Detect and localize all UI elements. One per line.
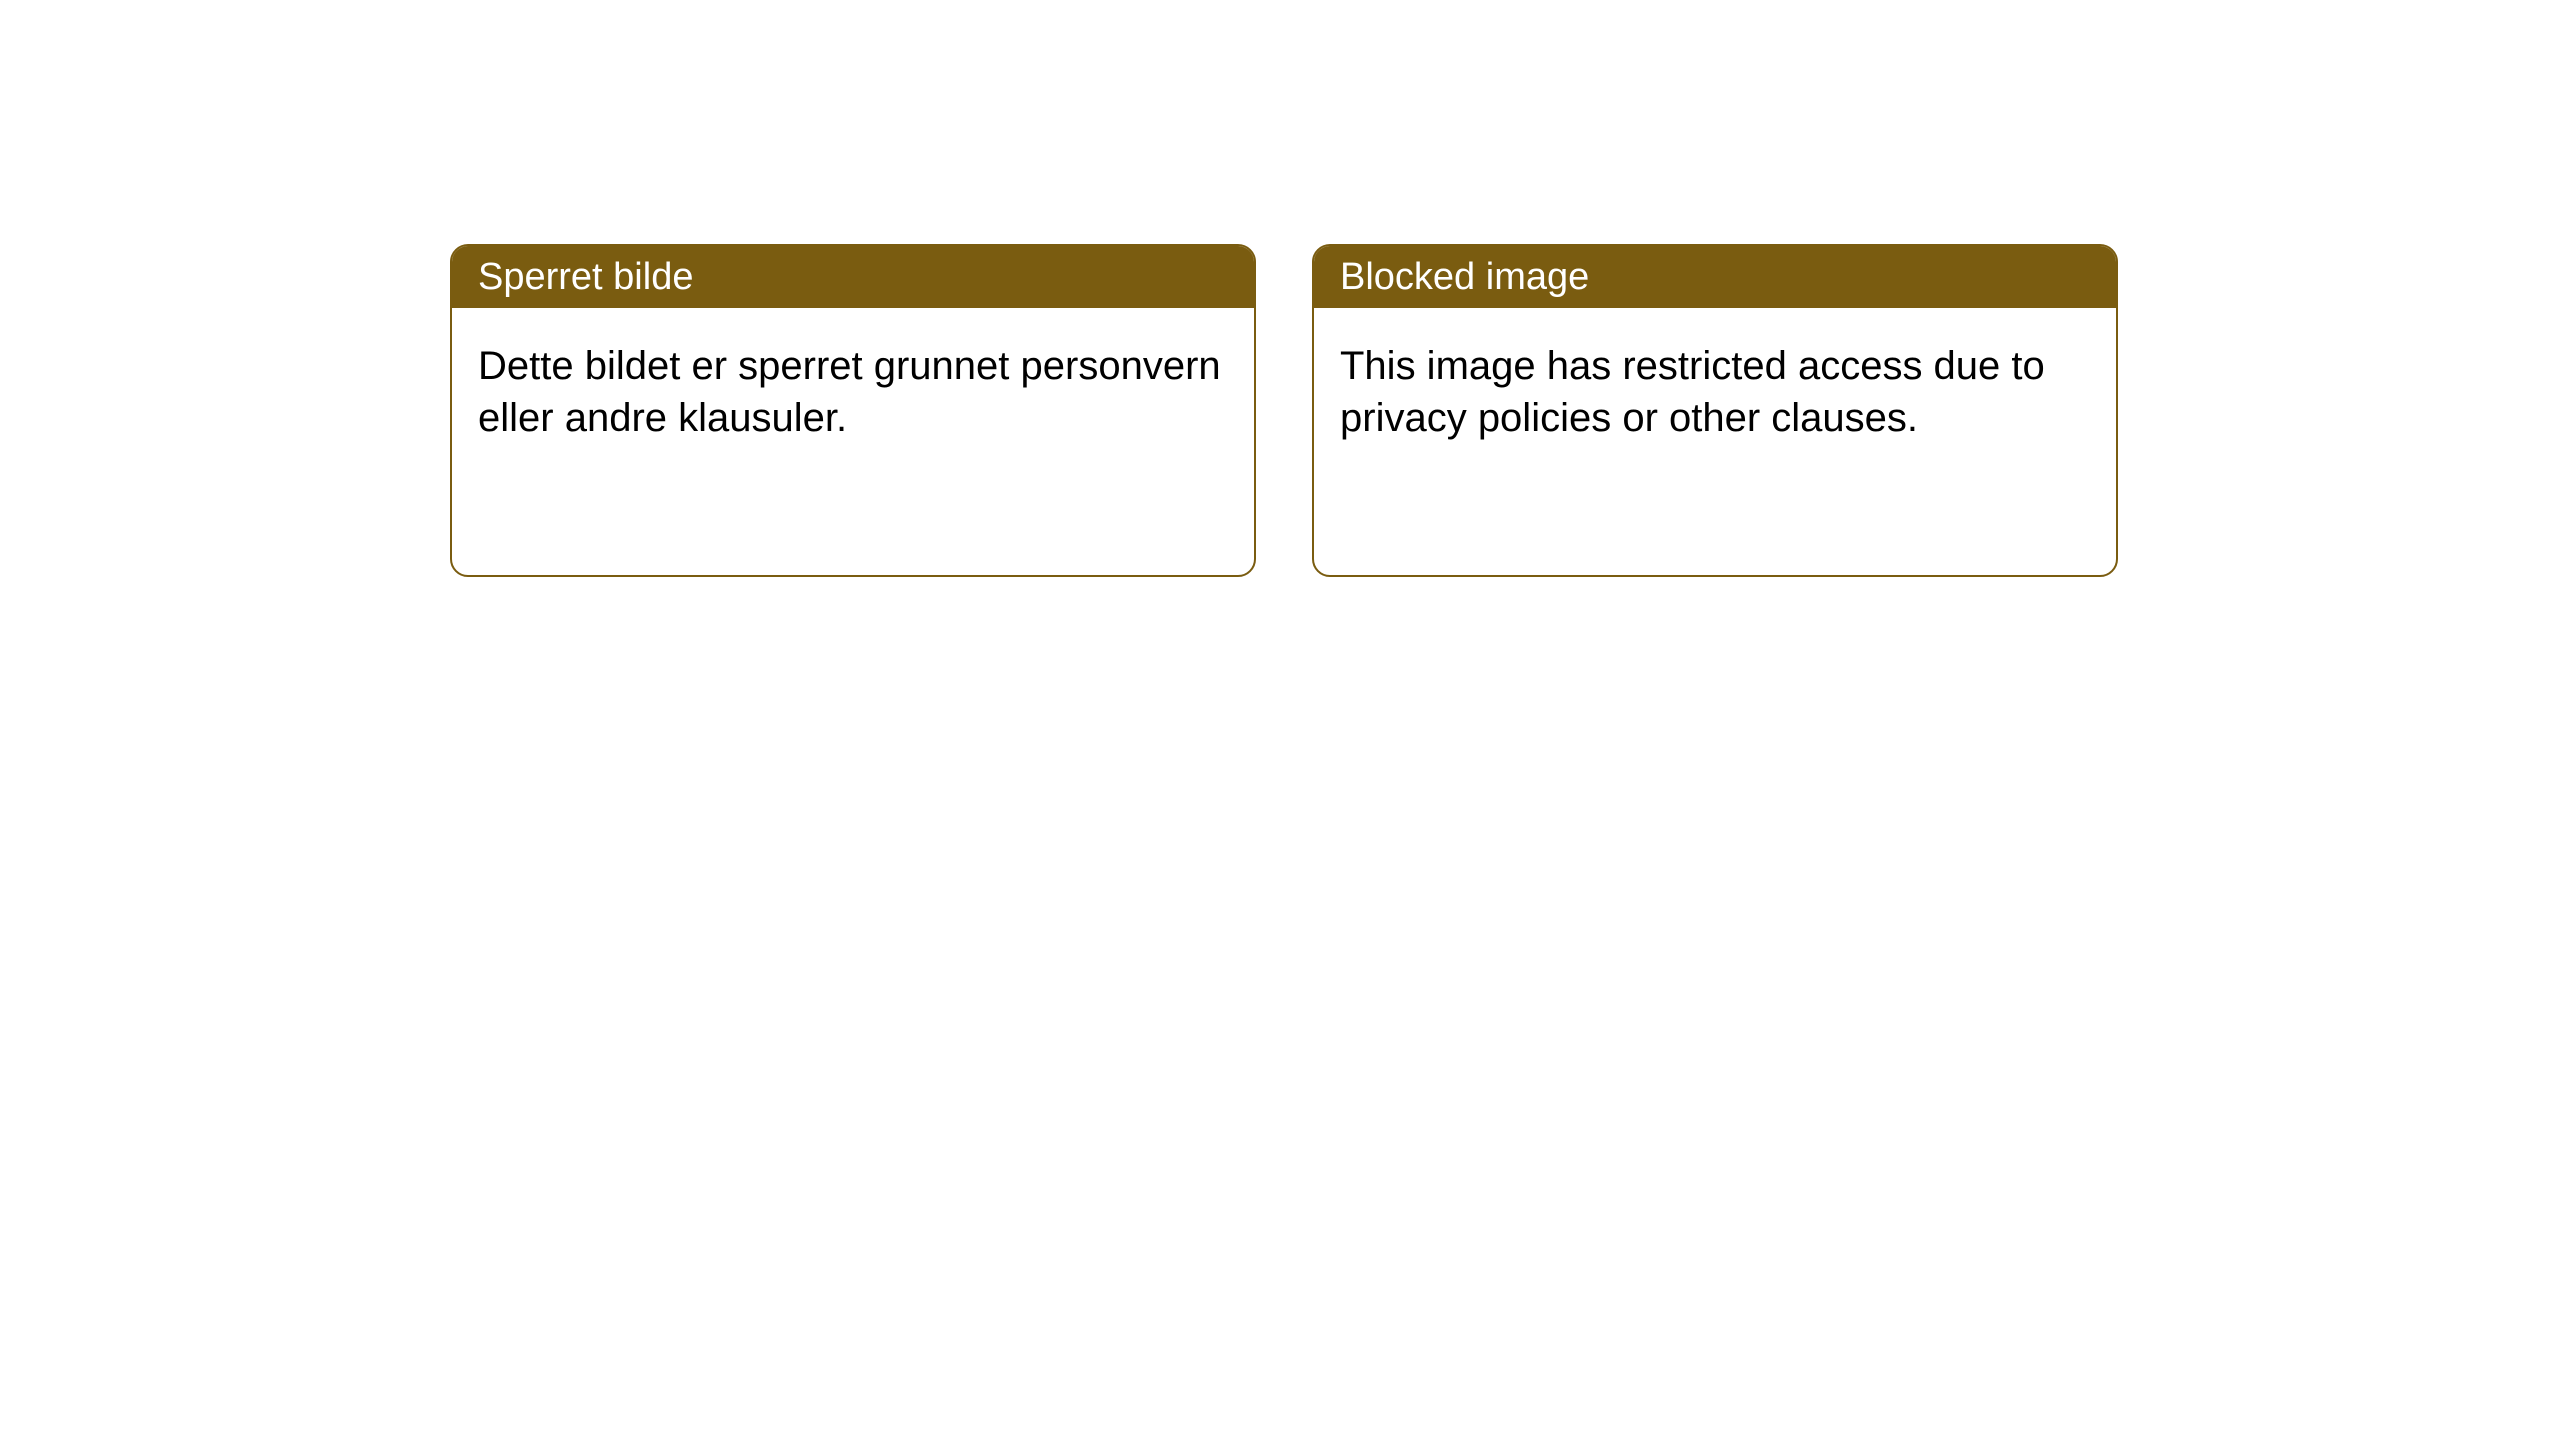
notice-cards-container: Sperret bilde Dette bildet er sperret gr… xyxy=(450,244,2118,577)
card-body: Dette bildet er sperret grunnet personve… xyxy=(452,308,1254,476)
card-body-text: This image has restricted access due to … xyxy=(1340,344,2045,440)
card-header-text: Sperret bilde xyxy=(478,256,693,298)
card-body: This image has restricted access due to … xyxy=(1314,308,2116,476)
card-body-text: Dette bildet er sperret grunnet personve… xyxy=(478,344,1221,440)
notice-card-norwegian: Sperret bilde Dette bildet er sperret gr… xyxy=(450,244,1256,577)
notice-card-english: Blocked image This image has restricted … xyxy=(1312,244,2118,577)
card-header: Blocked image xyxy=(1314,246,2116,308)
card-header-text: Blocked image xyxy=(1340,256,1589,298)
card-header: Sperret bilde xyxy=(452,246,1254,308)
